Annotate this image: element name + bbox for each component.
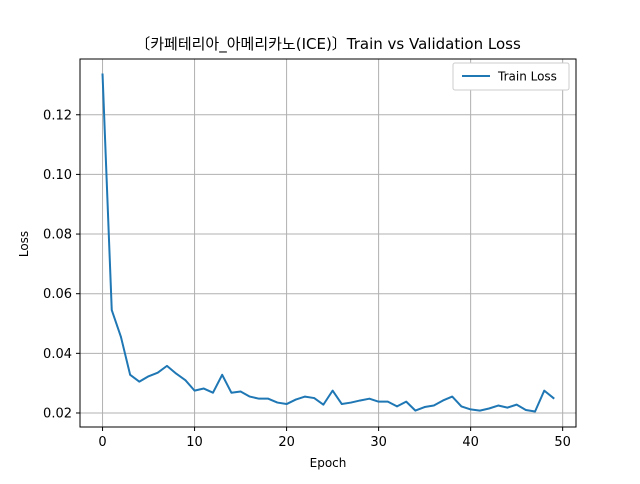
- y-tick-label: 0.10: [43, 168, 72, 183]
- data-point: [313, 397, 316, 399]
- data-point: [552, 397, 555, 399]
- data-point: [276, 401, 279, 404]
- x-tick-label: 40: [462, 435, 479, 450]
- data-point: [433, 404, 435, 407]
- data-point: [377, 400, 380, 403]
- data-point: [405, 400, 408, 403]
- y-tick-label: 0.06: [43, 287, 72, 302]
- series-line-train-loss: [101, 73, 555, 413]
- data-point: [258, 397, 260, 400]
- data-point: [469, 408, 472, 411]
- data-point: [488, 407, 490, 410]
- plot-frame: [79, 58, 577, 428]
- data-point: [110, 309, 113, 311]
- data-point: [515, 403, 518, 406]
- data-point: [221, 374, 223, 376]
- data-point: [497, 404, 500, 407]
- x-axis-label: Epoch: [310, 456, 347, 470]
- data-point: [230, 391, 233, 394]
- legend-label: Train Loss: [497, 70, 557, 84]
- data-point: [267, 397, 269, 400]
- data-point: [294, 398, 297, 401]
- data-point: [120, 336, 122, 338]
- data-point: [239, 390, 242, 393]
- data-point: [396, 405, 398, 408]
- data-point: [129, 374, 131, 376]
- data-point: [101, 73, 104, 76]
- y-tick-label: 0.08: [43, 228, 72, 243]
- data-point: [202, 387, 205, 390]
- y-tick-label: 0.02: [43, 406, 72, 421]
- x-tick-label: 30: [370, 435, 387, 450]
- chart-title: 〔카페테리아_아메리카노(ICE)〕Train vs Validation Lo…: [135, 35, 521, 54]
- grid-layer: [80, 59, 576, 427]
- data-point: [304, 395, 306, 398]
- x-tick-label: 10: [186, 435, 203, 450]
- data-point: [285, 403, 288, 405]
- data-point: [414, 409, 417, 412]
- data-point: [387, 400, 389, 403]
- data-point: [442, 399, 444, 402]
- data-point: [423, 406, 426, 408]
- data-point: [341, 403, 343, 405]
- data-point: [534, 410, 536, 413]
- y-tick-label: 0.12: [43, 108, 72, 123]
- data-point: [525, 409, 527, 411]
- data-point: [479, 409, 481, 412]
- data-point: [350, 401, 352, 404]
- data-point: [156, 371, 159, 374]
- data-point: [248, 395, 251, 398]
- data-point: [138, 380, 141, 383]
- legend-box: [452, 62, 570, 91]
- data-point: [368, 397, 371, 400]
- data-point: [331, 389, 334, 392]
- data-point: [506, 406, 509, 409]
- data-point: [460, 405, 463, 408]
- data-point: [322, 403, 325, 406]
- y-tick-label: 0.04: [43, 347, 72, 362]
- x-tick-label: 0: [98, 435, 106, 450]
- series-layer: [101, 73, 555, 413]
- y-axis-label: Loss: [17, 231, 31, 257]
- data-point: [359, 399, 362, 402]
- data-point: [543, 389, 546, 392]
- data-point: [451, 395, 454, 398]
- x-tick-label: 20: [278, 435, 295, 450]
- x-tick-label: 50: [554, 435, 571, 450]
- data-point: [166, 365, 168, 367]
- legend: Train Loss: [452, 62, 570, 91]
- data-point: [175, 372, 177, 375]
- data-point: [212, 391, 214, 394]
- data-point: [147, 375, 150, 378]
- data-point: [193, 389, 196, 392]
- ticks-layer: 0 10 20 30 40 50 0.02 0.04 0.06 0.08 0.10 0.12: [43, 108, 571, 450]
- data-point: [184, 379, 187, 381]
